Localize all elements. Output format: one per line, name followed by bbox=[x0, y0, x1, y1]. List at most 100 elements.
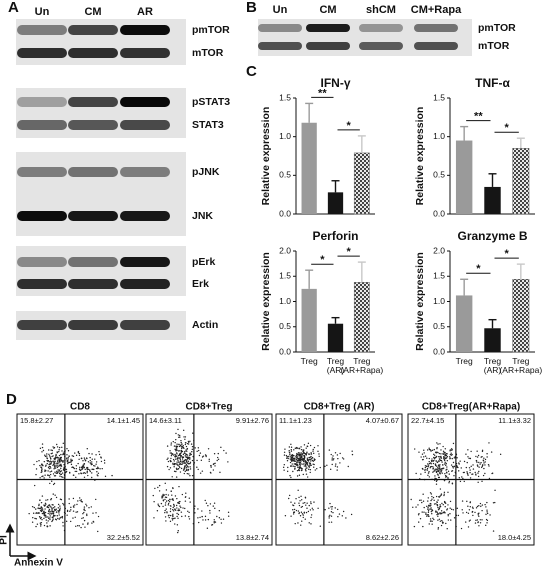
event-dot bbox=[300, 458, 303, 461]
event-dot bbox=[439, 459, 442, 462]
event-dot bbox=[445, 454, 447, 457]
blot-band bbox=[17, 320, 67, 330]
event-dot bbox=[82, 523, 84, 525]
event-dot bbox=[83, 463, 85, 465]
event-dot bbox=[179, 458, 182, 461]
event-dot bbox=[60, 470, 63, 472]
event-dot bbox=[297, 457, 300, 460]
event-dot bbox=[51, 516, 54, 519]
event-dot bbox=[169, 510, 172, 513]
event-dot bbox=[48, 463, 50, 466]
event-dot bbox=[32, 512, 35, 514]
event-dot bbox=[40, 525, 42, 527]
event-dot bbox=[434, 464, 437, 467]
event-dot bbox=[170, 490, 172, 492]
event-dot bbox=[182, 460, 184, 462]
event-dot bbox=[418, 521, 420, 523]
event-dot bbox=[69, 472, 71, 474]
event-dot bbox=[197, 447, 200, 449]
event-dot bbox=[43, 460, 46, 463]
event-dot bbox=[433, 470, 435, 473]
event-dot bbox=[318, 453, 320, 455]
event-dot bbox=[189, 461, 192, 464]
event-dot bbox=[445, 476, 447, 478]
event-dot bbox=[436, 447, 438, 450]
event-dot bbox=[469, 469, 471, 471]
event-dot bbox=[444, 506, 446, 508]
event-dot bbox=[61, 517, 64, 519]
event-dot bbox=[168, 514, 170, 517]
event-dot bbox=[176, 507, 178, 509]
event-dot bbox=[189, 440, 191, 443]
event-dot bbox=[446, 466, 448, 468]
event-dot bbox=[165, 500, 168, 502]
event-dot bbox=[207, 518, 210, 521]
event-dot bbox=[476, 505, 479, 508]
event-dot bbox=[70, 506, 72, 509]
event-dot bbox=[430, 510, 433, 513]
event-dot bbox=[86, 513, 88, 515]
event-dot bbox=[461, 500, 464, 502]
event-dot bbox=[449, 513, 451, 515]
event-dot bbox=[453, 475, 455, 477]
event-dot bbox=[438, 518, 441, 520]
event-dot bbox=[35, 508, 37, 510]
event-dot bbox=[76, 503, 78, 506]
event-dot bbox=[50, 467, 52, 469]
event-dot bbox=[176, 524, 179, 526]
event-dot bbox=[423, 452, 425, 454]
event-dot bbox=[180, 439, 182, 442]
event-dot bbox=[88, 507, 90, 509]
event-dot bbox=[293, 454, 295, 457]
event-dot bbox=[79, 466, 81, 469]
event-dot bbox=[467, 526, 470, 528]
event-dot bbox=[179, 505, 181, 507]
event-dot bbox=[187, 457, 189, 460]
event-dot bbox=[298, 512, 301, 514]
event-dot bbox=[440, 493, 443, 495]
event-dot bbox=[491, 472, 494, 474]
event-dot bbox=[196, 466, 198, 468]
event-dot bbox=[467, 449, 469, 451]
event-dot bbox=[437, 527, 440, 529]
event-dot bbox=[461, 509, 463, 511]
bar bbox=[301, 288, 317, 352]
event-dot bbox=[165, 493, 167, 496]
event-dot bbox=[181, 515, 183, 518]
event-dot bbox=[184, 436, 187, 438]
band-label: pmTOR bbox=[192, 24, 230, 36]
event-dot bbox=[44, 465, 47, 467]
event-dot bbox=[312, 450, 314, 452]
event-dot bbox=[56, 472, 58, 474]
event-dot bbox=[410, 498, 412, 501]
event-dot bbox=[462, 477, 464, 480]
event-dot bbox=[292, 459, 294, 462]
event-dot bbox=[170, 452, 173, 454]
event-dot bbox=[158, 484, 161, 487]
event-dot bbox=[308, 468, 310, 470]
event-dot bbox=[37, 507, 39, 509]
event-dot bbox=[310, 502, 312, 505]
event-dot bbox=[437, 474, 439, 476]
event-dot bbox=[43, 510, 45, 513]
event-dot bbox=[299, 461, 302, 464]
event-dot bbox=[434, 475, 436, 477]
event-dot bbox=[330, 511, 333, 513]
event-dot bbox=[449, 457, 451, 459]
event-dot bbox=[313, 501, 315, 503]
event-dot bbox=[305, 473, 308, 475]
error-bar bbox=[488, 173, 497, 187]
event-dot bbox=[451, 470, 453, 472]
event-dot bbox=[67, 457, 70, 459]
event-dot bbox=[165, 508, 167, 510]
event-dot bbox=[53, 475, 56, 477]
event-dot bbox=[486, 512, 489, 515]
event-dot bbox=[174, 495, 177, 497]
event-dot bbox=[54, 506, 56, 508]
event-dot bbox=[469, 506, 471, 508]
event-dot bbox=[68, 455, 70, 457]
event-dot bbox=[437, 451, 439, 454]
chart-title: Perforin bbox=[312, 229, 358, 243]
event-dot bbox=[295, 457, 298, 459]
event-dot bbox=[53, 468, 55, 470]
